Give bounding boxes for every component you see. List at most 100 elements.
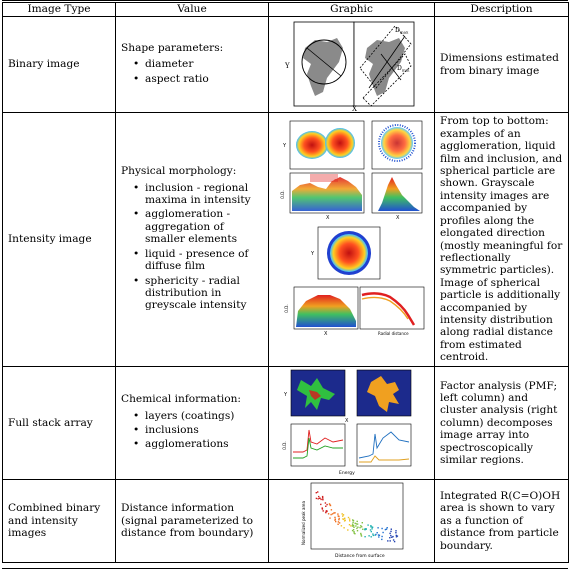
scatter-point: [358, 526, 361, 529]
scatter-point: [389, 540, 391, 542]
scatter-point: [324, 505, 326, 507]
scatter-point: [322, 510, 324, 512]
row-type: Combined binary and intensity images: [2, 479, 116, 563]
binary-shape-figure: Y X Dmax Dmin: [284, 21, 414, 112]
scatter-point: [386, 527, 388, 529]
scatter-point: [380, 538, 382, 541]
y-axis-label: Y: [283, 392, 288, 398]
table-row: Combined binary and intensity images Dis…: [2, 479, 569, 563]
profile-highlight-lines: [310, 174, 338, 181]
full-stack-figure: Y X O.D. Energy: [282, 369, 411, 476]
scatter-point: [328, 517, 331, 519]
radial-axis-label: Radial distance: [378, 331, 409, 336]
scatter-point: [342, 514, 344, 516]
scatter-point: [360, 526, 362, 528]
row-graphic: Y X Dmax Dmin: [268, 16, 435, 113]
scatter-point: [369, 525, 372, 527]
distance-scatter-plot: [310, 482, 403, 550]
agglomeration-blob-right: [325, 127, 355, 158]
scatter-point: [351, 519, 353, 521]
x-axis-label: X: [352, 105, 357, 112]
scatter-point: [351, 525, 353, 527]
dmin-label: Dmin: [397, 65, 410, 73]
scatter-point: [341, 513, 343, 515]
list-item: diameter: [133, 58, 263, 71]
scatter-point: [338, 522, 340, 524]
pmf-green-spectrum: [292, 437, 343, 459]
scatter-point: [337, 515, 340, 518]
x-axis-label: X: [396, 215, 400, 221]
bounding-rectangle-inner: [361, 52, 411, 107]
cluster-spectra: [356, 423, 411, 467]
value-heading: Physical morphology:: [121, 165, 237, 178]
scatter-point: [381, 531, 384, 534]
scatter-point: [364, 528, 367, 530]
scatter-points: [315, 491, 398, 543]
scatter-point: [373, 534, 376, 536]
scatter-point: [355, 527, 358, 530]
scatter-point: [385, 528, 387, 530]
scatter-point: [329, 513, 332, 516]
header-row: Image Type Value Graphic Description: [2, 2, 569, 17]
scatter-point: [352, 526, 355, 528]
scatter-point: [388, 532, 391, 535]
row-description: From top to bottom: examples of an agglo…: [434, 112, 569, 367]
intensity-figure: Y O.D. X X: [280, 120, 425, 337]
od-axis-label: O.D.: [280, 190, 285, 199]
header-value: Value: [115, 2, 269, 17]
scatter-point: [319, 503, 321, 506]
scatter-point: [391, 535, 394, 538]
scatter-point: [325, 510, 327, 512]
scatter-point: [352, 531, 355, 533]
list-item: agglomeration - aggregation of smaller e…: [133, 208, 263, 245]
row-graphic: Y X O.D. Energy: [268, 366, 435, 480]
sphere-profile-area: [296, 294, 356, 327]
scatter-point: [354, 522, 356, 524]
radial-profile-curve-outer: [361, 296, 409, 319]
scatter-point: [321, 507, 323, 509]
scatter-point: [321, 498, 323, 500]
scatter-point: [371, 533, 374, 535]
scatter-point: [332, 512, 334, 514]
scatter-point: [333, 516, 336, 519]
list-item: liquid - presence of diffuse film: [133, 248, 263, 273]
agglomeration-profile-area: [292, 176, 362, 211]
scatter-point: [374, 533, 377, 536]
scatter-point: [330, 509, 332, 511]
x-axis-title: Distance from surface: [335, 553, 385, 559]
scatter-point: [324, 511, 326, 514]
scatter-point: [361, 528, 363, 530]
table-row: Intensity image Physical morphology: inc…: [2, 112, 569, 367]
scatter-point: [342, 527, 345, 529]
scatter-point: [377, 536, 379, 538]
liquid-profile-area: [378, 176, 420, 211]
row-value: Chemical information: layers (coatings) …: [115, 366, 269, 480]
table-row: Full stack array Chemical information: l…: [2, 366, 569, 480]
list-item: agglomerations: [133, 438, 263, 451]
scatter-point: [395, 534, 397, 537]
scatter-point: [367, 535, 370, 537]
y-axis-label: Y: [282, 143, 287, 149]
scatter-point: [395, 536, 397, 538]
scatter-point: [319, 498, 322, 501]
row-type: Binary image: [2, 16, 116, 113]
scatter-point: [380, 535, 383, 538]
scatter-point: [380, 527, 383, 530]
scatter-point: [348, 524, 350, 526]
scatter-point: [347, 516, 349, 519]
scatter-point: [327, 513, 329, 515]
scatter-point: [370, 536, 372, 538]
scatter-point: [388, 537, 390, 539]
scatter-point: [336, 513, 339, 515]
scatter-point: [353, 533, 356, 535]
row-value: Physical morphology: inclusion - regiona…: [115, 112, 269, 367]
diameter-circle: [301, 39, 346, 84]
scatter-point: [377, 534, 379, 536]
value-heading: Chemical information:: [121, 393, 241, 406]
scatter-point: [389, 534, 391, 537]
scatter-point: [378, 534, 380, 536]
table-bottom-rule: [2, 568, 568, 569]
scatter-point: [386, 540, 388, 542]
scatter-point: [366, 524, 369, 526]
scatter-point: [360, 535, 362, 537]
